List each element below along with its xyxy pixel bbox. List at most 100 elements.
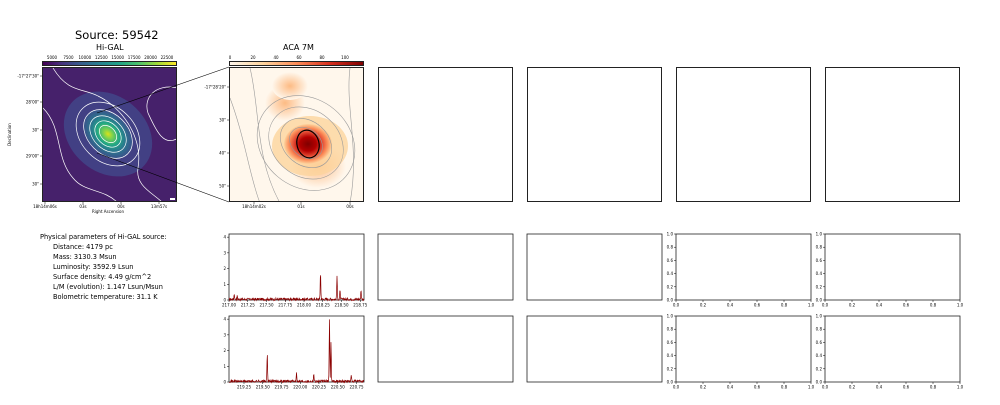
- spectrum-2-xtick-label: 220.00: [293, 385, 307, 390]
- aca-contour: [289, 126, 323, 160]
- higal-contour: [75, 101, 141, 167]
- empty-axes-4-xtick-label: 0.6: [903, 385, 910, 390]
- higal-ytick-label: 29'00": [26, 154, 39, 159]
- higal-contour: [94, 120, 122, 148]
- zoom-line-bottom: [96, 152, 230, 203]
- empty-axes-2-xtick-label: 0.6: [903, 303, 910, 308]
- empty-axes-3-xtick-label: 0.0: [673, 385, 680, 390]
- aca-colorbar-tick-label: 0: [229, 55, 232, 60]
- empty-axes-4-ytick-label: 0.0: [816, 380, 823, 385]
- param-luminosity: Luminosity: 3592.9 Lsun: [53, 263, 134, 271]
- empty-axes-4-ytick-label: 1.0: [816, 314, 823, 319]
- empty-axes-3-ytick-label: 0.0: [667, 380, 674, 385]
- empty-axes-3-frame: [675, 315, 812, 383]
- empty-axes-2-ytick-label: 0.2: [816, 284, 823, 289]
- spectrum-1-ytick-label: 4: [223, 235, 226, 240]
- empty-axes-4-ytick-label: 0.6: [816, 340, 823, 345]
- empty-axes-1-ytick-label: 0.0: [667, 298, 674, 303]
- empty-axes-1-frame: [675, 233, 812, 301]
- params-heading: Physical parameters of Hi-GAL source:: [40, 233, 167, 241]
- higal-ytick-label: 30": [32, 182, 39, 187]
- param-distance: Distance: 4179 pc: [53, 243, 113, 251]
- spectrum-2-xtick-label: 220.25: [312, 385, 326, 390]
- higal-core: [83, 109, 133, 159]
- empty-axes-3-ytick-label: 0.8: [667, 327, 674, 332]
- aca-title: ACA 7M: [283, 43, 314, 52]
- higal-colorbar-tick-label: 20000: [144, 55, 157, 60]
- empty-axes-4-ytick-label: 0.8: [816, 327, 823, 332]
- aca-colorbar-tick-label: 20: [250, 55, 256, 60]
- spectrum-2-ytick-label: 3: [223, 332, 226, 337]
- empty-axes-3-xtick-label: 0.4: [727, 385, 734, 390]
- higal-colorbar-tick-label: 12500: [95, 55, 108, 60]
- higal-xlabel: Right Ascension: [92, 209, 124, 214]
- aca-core-contour: [296, 129, 320, 159]
- empty-axes-1-ytick-label: 0.6: [667, 258, 674, 263]
- spectrum-1-xtick-label: 217.75: [278, 303, 292, 308]
- empty-panel-top-1: [378, 67, 513, 202]
- empty-panel-3: [377, 315, 514, 383]
- higal-colorbar-tick-label: 10000: [78, 55, 91, 60]
- spectrum-1-xtick-label: 217.50: [260, 303, 274, 308]
- spectrum-2-ytick-label: 4: [223, 317, 226, 322]
- empty-axes-3-ytick-label: 0.2: [667, 366, 674, 371]
- empty-axes-2-xtick-label: 1.0: [957, 303, 964, 308]
- higal-xtick-label: 03s: [79, 204, 86, 209]
- spectrum-1-xtick-label: 217.25: [241, 303, 255, 308]
- empty-axes-3-ytick-label: 1.0: [667, 314, 674, 319]
- aca-xtick-label: 01s: [297, 204, 304, 209]
- empty-axes-1-xtick-label: 0.0: [673, 303, 680, 308]
- empty-axes-4-ytick-label: 0.4: [816, 353, 823, 358]
- aca-contour: [280, 118, 332, 168]
- param-mass: Mass: 3130.3 Msun: [53, 253, 117, 261]
- figure-title: Source: 59542: [75, 28, 159, 42]
- empty-axes-2-ytick-label: 1.0: [816, 232, 823, 237]
- aca-image: [230, 68, 363, 201]
- empty-axes-4-ytick-label: 0.2: [816, 366, 823, 371]
- empty-axes-2-xtick-label: 0.4: [876, 303, 883, 308]
- empty-axes-3-ytick-label: 0.4: [667, 353, 674, 358]
- aca-colorbar-tick-label: 100: [341, 55, 349, 60]
- aca-contour: [268, 106, 344, 180]
- aca-colorbar-tick-label: 60: [296, 55, 302, 60]
- spectrum-2-xtick-label: 219.75: [275, 385, 289, 390]
- spectrum-2-xtick-label: 219.50: [256, 385, 270, 390]
- higal-contour-outer: [43, 107, 117, 201]
- higal-title: Hi-GAL: [96, 43, 124, 52]
- spectrum-2-ytick-label: 2: [223, 348, 226, 353]
- empty-axes-4-frame: [824, 315, 961, 383]
- higal-contour: [83, 109, 133, 159]
- empty-axes-1-xtick-label: 0.2: [700, 303, 707, 308]
- empty-axes-2-ytick-label: 0.6: [816, 258, 823, 263]
- empty-axes-2-ytick-label: 0.0: [816, 298, 823, 303]
- aca-ytick-label: 50": [219, 184, 226, 189]
- aca-ytick-label: 30": [219, 118, 226, 123]
- empty-axes-3-ytick-label: 0.6: [667, 340, 674, 345]
- spectrum-1-ytick-label: 3: [223, 250, 226, 255]
- empty-axes-2-ytick-label: 0.8: [816, 245, 823, 250]
- spectrum-2-ytick-label: 0: [223, 380, 226, 385]
- spectrum-1-ytick-label: 0: [223, 298, 226, 303]
- empty-axes-3-xtick-label: 0.8: [781, 385, 788, 390]
- spectrum-1-xtick-label: 218.00: [297, 303, 311, 308]
- higal-image: [43, 68, 176, 201]
- empty-axes-3-xtick-label: 0.6: [754, 385, 761, 390]
- param-surface-density: Surface density: 4.49 g/cm^2: [53, 273, 152, 281]
- higal-colorbar-tick-label: 7500: [63, 55, 74, 60]
- empty-panel-1: [377, 233, 514, 301]
- empty-panel-top-3: [676, 67, 811, 202]
- higal-colorbar-tick-label: 5000: [47, 55, 58, 60]
- higal-beam-marker: [170, 198, 175, 200]
- higal-colorbar-tick-label: 17500: [128, 55, 141, 60]
- higal-ytick-label: 28'00": [26, 100, 39, 105]
- aca-ytick-label: -17°28'20": [204, 85, 226, 90]
- empty-axes-2-ytick-label: 0.4: [816, 271, 823, 276]
- higal-xtick-label: 13m57s: [151, 204, 167, 209]
- aca-ytick-label: 40": [219, 151, 226, 156]
- spectrum-2-frame: [228, 315, 365, 383]
- spectrum-2-xtick-label: 220.75: [350, 385, 364, 390]
- aca-diffuse-north: [272, 72, 308, 100]
- higal-contour: [99, 125, 117, 143]
- empty-panel-top-4: [825, 67, 960, 202]
